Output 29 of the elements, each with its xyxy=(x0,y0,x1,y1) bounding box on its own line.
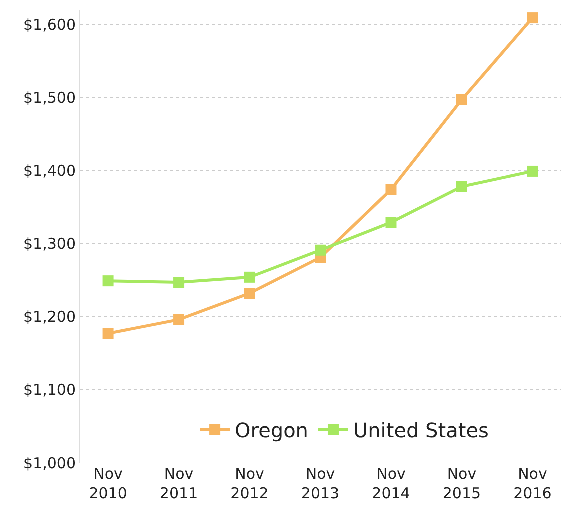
y-tick-label: $1,200 xyxy=(24,308,76,326)
point xyxy=(174,314,185,326)
point xyxy=(456,94,468,106)
x-tick-label: Nov 2013 xyxy=(301,465,340,502)
y-tick-label: $1,400 xyxy=(24,162,76,180)
point xyxy=(244,288,256,299)
x-tick-label: Nov 2010 xyxy=(89,465,128,502)
y-tick-label: $1,100 xyxy=(24,381,76,400)
point xyxy=(102,328,114,340)
point xyxy=(174,277,185,288)
point xyxy=(386,217,397,228)
x-tick-label: Nov 2015 xyxy=(442,465,482,502)
x-tick-label: Nov 2016 xyxy=(514,465,552,502)
y-tick-label: $1,600 xyxy=(24,16,76,34)
point xyxy=(527,12,538,24)
x-tick-label: Nov 2014 xyxy=(372,465,410,502)
y-tick-label: $1,500 xyxy=(24,88,76,107)
x-tick-label: Nov 2012 xyxy=(230,465,269,502)
point xyxy=(244,272,256,283)
y-tick-label: $1,000 xyxy=(24,454,76,472)
point xyxy=(102,276,114,287)
x-tick-label: Nov 2011 xyxy=(160,465,198,502)
legend-label: United States xyxy=(353,418,489,443)
point xyxy=(456,181,468,192)
point xyxy=(315,244,326,256)
legend-label: Oregon xyxy=(235,418,308,443)
y-tick-label: $1,300 xyxy=(24,235,76,254)
point xyxy=(527,166,538,177)
point xyxy=(386,184,397,196)
